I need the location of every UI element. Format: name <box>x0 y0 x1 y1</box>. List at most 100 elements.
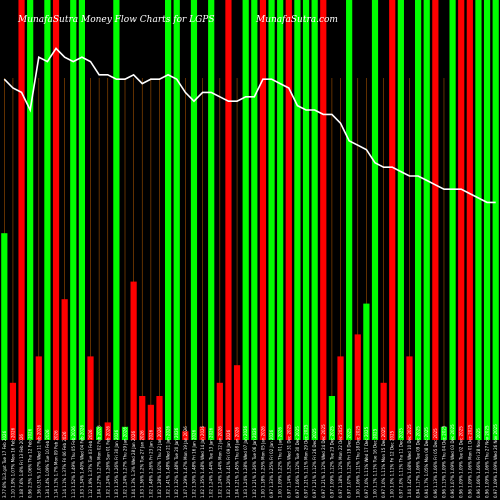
volume-bar <box>285 0 292 440</box>
volume-bar <box>52 0 60 440</box>
x-tick-label: 0.97 1.33% 1.25% Fri 02 Jan 2026 <box>269 429 274 498</box>
x-tick-label: 0.96 1.06% 1.06% Fri 28 Nov 2025 <box>476 428 481 498</box>
x-tick-label: 1.00 1.06% 1.11% Thu 18 Dec 2025 <box>355 425 360 498</box>
volume-bar <box>406 356 413 440</box>
x-tick-label: 1.03 1.34% 1.40% Wed 04 Feb 2026 <box>79 425 84 498</box>
price-line <box>3 47 496 204</box>
volume-bar <box>156 396 163 440</box>
volume-bar <box>415 0 422 440</box>
x-tick-label: 0.97 1.09% 1.12% Tue 23 Dec 2025 <box>329 426 334 498</box>
x-tick-label: 0.97 1.21% 1.11% Mon 29 Dec 2025 <box>304 424 309 498</box>
volume-bar <box>18 0 25 440</box>
volume-bar <box>251 0 258 440</box>
volume-bar <box>458 0 465 440</box>
volume-bar <box>35 356 42 440</box>
watermark: MunafaSutra.com <box>255 15 338 25</box>
x-tick-label: 1.03 1.36% 1.2% Tue 27 Jan 2026 <box>140 430 145 498</box>
x-tick-label: 0.97 1.21% 1.12% Fri 26 Dec 2025 <box>312 428 317 498</box>
volume-bar <box>1 233 8 440</box>
x-tick-label: 0.96 2.5% 1.06% Thu 12 Feb 2026 <box>28 428 33 498</box>
volume-bar <box>61 299 68 440</box>
volume-bar <box>27 0 34 440</box>
x-tick-label: 1.12 1.9% 1.37% Tue 03 Feb 2026 <box>88 429 93 498</box>
x-tick-label: 1.00 1.18% 1.25% Mon 05 Jan 2026 <box>260 426 265 498</box>
volume-bar <box>259 0 267 440</box>
volume-bar <box>173 0 180 440</box>
volume-bar <box>328 396 335 440</box>
x-tick-label: 1.10 1.9% 1.07% Mon 16 Feb 2026 <box>10 427 15 498</box>
volume-bar <box>190 0 198 440</box>
x-tick-label: 1.02 1.24% 1.44% Tue 13 Jan 2026 <box>209 427 214 498</box>
x-tick-label: 1.04 1.21% 1.45% Thu 08 Jan 2026 <box>235 427 240 498</box>
x-tick-label: 1.02 1.24% 1.26% Sun 01 Feb 2026 <box>105 426 110 498</box>
x-tick-label: 0.97 1.0% 1.11% Mon 15 Dec 2025 <box>381 427 386 498</box>
volume-bar <box>87 356 94 440</box>
x-tick-label: 0.97 1.07% 1.12% Fri 19 Dec 2025 <box>347 428 352 498</box>
volume-bar <box>96 426 103 440</box>
x-tick-label: 0.96 1.09% 1.06% Mon 01 Dec 2025 <box>467 424 472 498</box>
x-tick-label: 0.94 1.7% 1.05% Mon 08 Dec 2025 <box>424 427 429 498</box>
volume-bar <box>440 426 448 440</box>
volume-bar <box>371 0 379 440</box>
x-tick-label: 1.02 1.24% 1.27% Thu 29 Jan 2026 <box>123 427 128 498</box>
volume-bar <box>363 303 370 440</box>
volume-bar <box>492 0 499 440</box>
x-tick-label: 0.97 1.14% 1.32% Wed 31 Dec 2025 <box>286 424 291 498</box>
x-tick-label: 1.02 1.48% 1.26% Fri 23 Jan 2026 <box>148 429 153 498</box>
x-tick-label: 0.94 1.17% 1.06% Tue 09 Dec 2025 <box>416 426 421 498</box>
volume-bar <box>242 0 249 440</box>
volume-bar <box>208 0 215 440</box>
x-tick-label: 1.14 1.1% 1.7% Mon 09 Feb 2026 <box>54 430 59 498</box>
x-tick-label: 0.96 1.07% 1.09% Wed 03 Dec 2025 <box>450 424 455 498</box>
x-tick-label: 1.03 1.35% 1.26% Fri 30 Jan 2026 <box>114 429 119 498</box>
volume-bar <box>337 356 344 440</box>
volume-bar <box>225 0 232 440</box>
volume-bar <box>449 0 456 440</box>
x-tick-label: 1.02 1.28% 1.02% Thu 22 Jan 2026 <box>157 427 162 498</box>
volume-bar <box>113 0 120 440</box>
volume-bar <box>346 0 353 440</box>
volume-bar <box>121 426 129 440</box>
x-tick-label: 1.04 1.42% 1.08% Wed 10 Dec 2025 <box>407 424 412 498</box>
volume-bar <box>483 0 491 440</box>
x-tick-label: 0.96 1.13% 1.06% Fri 05 Dec 2025 <box>433 428 438 498</box>
volume-bar <box>216 382 223 440</box>
x-tick-label: 1.02 1.24% 1.44% Mon 12 Jan 2026 <box>217 426 222 498</box>
x-tick-label: 0.97 1.0% 1.11% Thu 11 Dec 2025 <box>398 428 403 498</box>
x-tick-label: 0.97 1.21% 1.12% Wed 24 Dec 2025 <box>321 424 326 498</box>
volume-bar <box>233 365 241 440</box>
x-tick-label: 1.02 1.20% 1.41% Fri 09 Jan 2026 <box>226 429 231 498</box>
x-tick-label: 1.07 1.29% 1.47% Mon 19 Jan 2026 <box>183 426 188 498</box>
chart-title: MunafaSutra Money Flow Charts for LGPS <box>17 15 215 25</box>
x-tick-label: 1.02 1.21% 1.26% Tue 06 Jan 2026 <box>252 427 257 498</box>
x-tick-label: 1.02 1.35% 1.48% Wed 14 Jan 2026 <box>200 425 205 498</box>
volume-bar <box>302 0 310 440</box>
volume-bar <box>475 0 482 440</box>
x-tick-labels: 3.77 8% 1L3.gxt Tue 17 Feb 2026 1.10 1.9%… <box>2 424 498 498</box>
volume-bar <box>423 0 430 440</box>
x-tick-label: 3.77 8% 1L3.gxt Tue 17 Feb 2026 <box>2 430 7 498</box>
volume-bar <box>9 382 17 440</box>
volume-bar <box>199 426 206 440</box>
volume-bar <box>268 0 275 440</box>
x-tick-label: 1.04 1.27% 1.27% Mon 02 Feb 2026 <box>97 425 102 498</box>
x-tick-label: 1.08 7.6% 1.8% Fri 13 Feb 2026 <box>19 434 24 498</box>
x-tick-label: 1.00 1.1% 1.11% Tue 16 Dec 2025 <box>373 428 378 498</box>
x-tick-label: 0.96 1.09% 1.06% Thu 27 Nov 2025 <box>485 425 490 498</box>
x-tick-label: 1.04 1.3% 1.3% Wed 28 Jan 2026 <box>131 431 136 498</box>
x-tick-label: 0.97 1.18% 1.12% Mon 22 Dec 2025 <box>338 424 343 498</box>
x-tick-label: 1.02 1.41% 1.48% Wed 21 Jan 2026 <box>166 425 171 498</box>
volume-bar <box>182 431 189 440</box>
volume-bar <box>320 0 327 440</box>
volume-bar <box>354 334 361 440</box>
x-tick-label: 0.97 1.06% 1.12% Tue 30 Dec 2025 <box>295 426 300 498</box>
x-tick-label: 1.02 1.32% 1.48% Tue 20 Jan 2026 <box>174 427 179 498</box>
volume-bar <box>139 396 146 440</box>
volume-bar <box>130 281 137 440</box>
volume-bar <box>432 0 439 440</box>
volume-bar <box>147 404 154 440</box>
volume-bar <box>389 0 396 440</box>
x-tick-label: 1.13 1.52% 1.49% Thu 05 Feb 2026 <box>71 426 76 498</box>
x-tick-label: 1.14 1.1% 1.37% Fri 06 Feb 2026 <box>62 431 67 498</box>
